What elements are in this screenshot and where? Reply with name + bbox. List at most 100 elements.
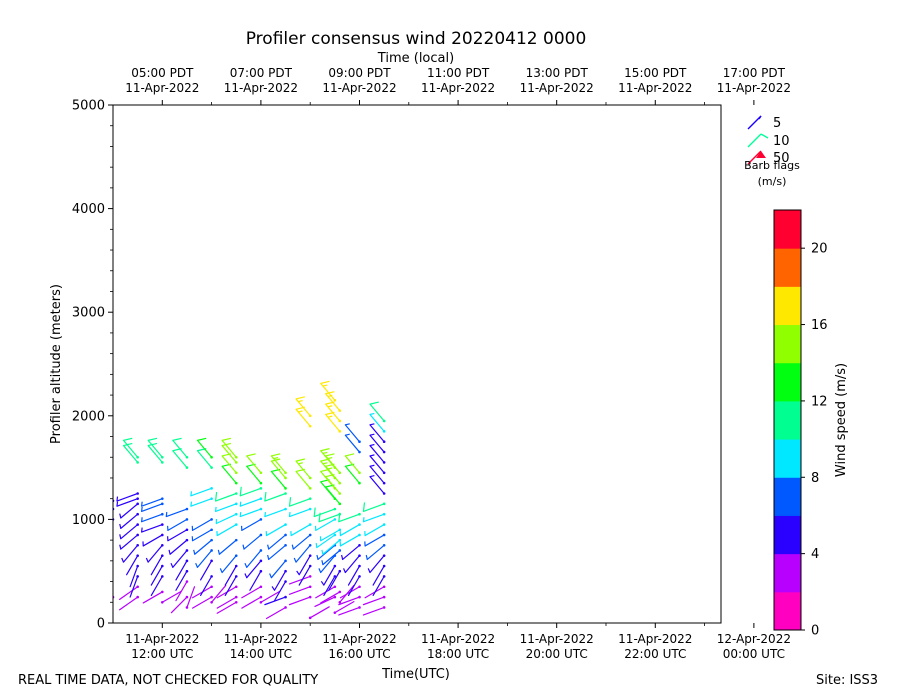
wind-barb [369, 401, 386, 423]
wind-barb [367, 554, 386, 574]
wind-barb [141, 502, 164, 512]
wind-barb [296, 554, 312, 576]
x2-tick-label-date: 11-Apr-2022 [125, 81, 199, 95]
wind-barb [372, 564, 386, 586]
x2-tick-label-date: 11-Apr-2022 [421, 81, 495, 95]
colorbar-segment [774, 362, 801, 402]
wind-barb [290, 523, 312, 537]
wind-barb [217, 538, 238, 555]
wind-barb [219, 554, 238, 574]
wind-barb [122, 442, 139, 464]
wind-barb [214, 502, 238, 512]
wind-barb [191, 595, 213, 609]
colorbar-segment [774, 324, 801, 364]
x-tick-label-date: 12-Apr-2022 [717, 632, 791, 646]
wind-barb [195, 549, 213, 568]
x2-axis-label: Time (local) [377, 51, 454, 66]
colorbar-segment [774, 248, 801, 287]
wind-barb [271, 569, 287, 591]
wind-barb [190, 497, 213, 507]
wind-barb [141, 512, 164, 523]
wind-barb [265, 523, 287, 537]
wind-barb [264, 507, 287, 518]
x-tick-label-time: 00:00 UTC [723, 647, 785, 661]
wind-barb [185, 586, 196, 609]
colorbar-segment [774, 400, 801, 440]
wind-barb [325, 391, 342, 412]
wind-barb [321, 538, 342, 555]
wind-barb [341, 544, 361, 561]
wind-barb [214, 491, 238, 502]
wind-barb [129, 564, 139, 588]
x-tick-label-date: 11-Apr-2022 [125, 632, 199, 646]
wind-barb [244, 549, 263, 568]
wind-barb [126, 554, 139, 576]
wind-barb [288, 575, 312, 585]
wind-barb [264, 595, 287, 606]
wind-barb [165, 507, 189, 518]
wind-barb [191, 528, 213, 542]
x-tick-label-time: 14:00 UTC [230, 647, 292, 661]
wind-barb [339, 533, 361, 547]
wind-barb [175, 569, 189, 591]
wind-barb [270, 453, 287, 475]
wind-barb [121, 544, 139, 563]
y-axis-label: Profiler altitude (meters) [49, 284, 64, 444]
wind-barb [113, 499, 115, 503]
wind-barb [314, 595, 337, 607]
wind-barb [270, 458, 287, 480]
colorbar-segment [774, 477, 801, 516]
wind-barb [288, 497, 312, 507]
x-tick-label-date: 11-Apr-2022 [618, 632, 692, 646]
wind-barb [320, 380, 337, 402]
wind-barb [119, 595, 139, 611]
wind-barb [320, 590, 342, 604]
colorbar-segment [774, 210, 801, 249]
wind-barb [343, 554, 361, 574]
colorbar-tick-label: 0 [811, 624, 819, 639]
wind-barb [293, 544, 312, 563]
wind-barb [141, 523, 164, 533]
wind-barb [241, 585, 263, 599]
x-tick-label-time: 22:00 UTC [624, 647, 686, 661]
wind-barb [314, 518, 337, 532]
wind-barb [175, 559, 189, 581]
wind-barb [221, 463, 238, 485]
wind-barb [295, 396, 312, 418]
wind-barb [291, 533, 312, 550]
wind-barb [288, 595, 312, 606]
x2-tick-label-date: 11-Apr-2022 [322, 81, 396, 95]
wind-barb [295, 458, 312, 480]
wind-barb [167, 518, 189, 532]
wind-barb [313, 507, 337, 518]
x2-tick-label-time: 09:00 PDT [328, 66, 391, 80]
wind-barb [362, 595, 386, 606]
wind-barb [216, 523, 238, 537]
x-tick-label-time: 18:00 UTC [427, 647, 489, 661]
wind-barb [364, 523, 386, 537]
plot-area [113, 105, 721, 623]
wind-barb [265, 606, 287, 620]
wind-barb [339, 523, 361, 537]
wind-barb [242, 533, 263, 550]
wind-barb [369, 464, 386, 485]
colorbar-tick-label: 4 [811, 547, 819, 562]
x-tick-label-time: 12:00 UTC [131, 647, 193, 661]
wind-barb [116, 497, 139, 507]
wind-barb [362, 606, 386, 616]
barb-legend-entry: 5 [747, 115, 781, 131]
x-tick-label-date: 11-Apr-2022 [322, 632, 396, 646]
y-tick-label: 5000 [72, 99, 105, 114]
wind-barb [323, 575, 337, 597]
wind-barb [116, 492, 139, 502]
wind-barb [319, 528, 342, 542]
x-tick-label-time: 20:00 UTC [526, 647, 588, 661]
wind-barb [273, 580, 287, 602]
plot-frame [112, 104, 722, 624]
wind-barb [145, 544, 164, 563]
colorbar-segment [774, 591, 801, 631]
wind-barb [210, 584, 227, 604]
wind-barb [372, 575, 386, 597]
